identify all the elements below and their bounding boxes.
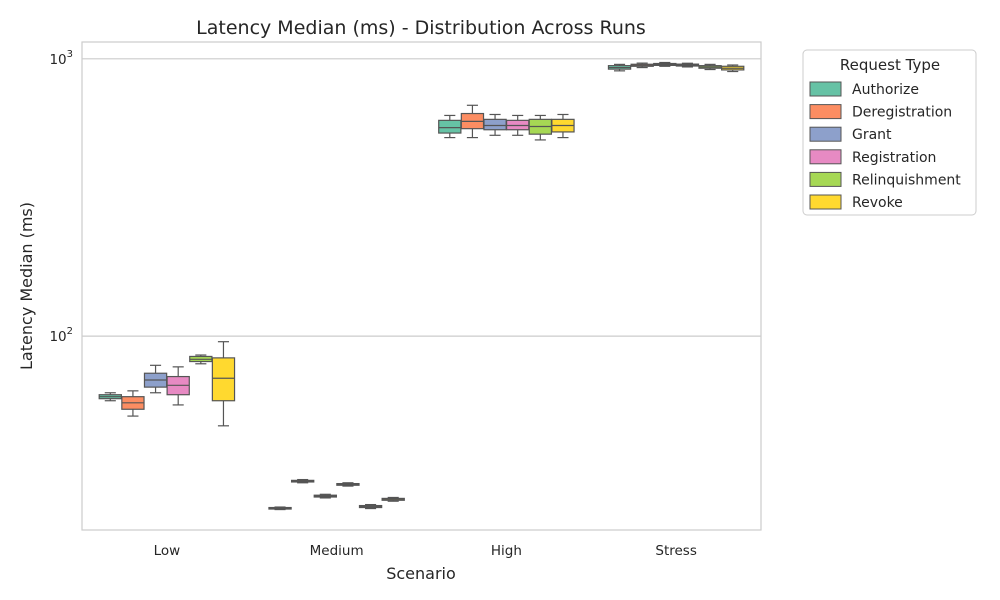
y-axis-ticks: 102 103 (49, 49, 73, 345)
x-tick-label: Medium (310, 543, 364, 559)
legend-swatch (809, 104, 842, 120)
box-revoke-stress (721, 64, 745, 73)
iqr-box (438, 119, 462, 134)
box-revoke-medium (381, 496, 405, 502)
box-registration-low (166, 366, 190, 406)
legend-swatch (809, 81, 842, 97)
legend-items: Authorize Deregistration Grant Registration… (809, 81, 961, 211)
legend-label: Relinquishment (852, 172, 961, 188)
box-relinquishment-medium (358, 503, 383, 510)
y-tick-label: 102 (49, 326, 73, 345)
legend-swatch (809, 194, 842, 210)
box-authorize-low (98, 392, 122, 402)
legend-title: Request Type (840, 56, 940, 74)
x-tick-label: Low (154, 543, 181, 559)
box-relinquishment-low (189, 354, 213, 365)
box-grant-high (483, 113, 507, 136)
legend: Request Type Authorize Deregistration Gran… (802, 49, 977, 216)
box-deregistration-low (121, 390, 145, 417)
legend-label: Deregistration (852, 105, 952, 121)
x-tick-label: Stress (655, 543, 697, 559)
legend-item-grant: Grant (809, 126, 892, 143)
box-deregistration-high (460, 104, 485, 139)
box-revoke-high (551, 113, 575, 139)
legend-item-revoke: Revoke (809, 194, 903, 211)
legend-item-authorize: Authorize (809, 81, 919, 98)
legend-frame (802, 49, 977, 216)
y-tick-label: 103 (49, 49, 73, 68)
box-registration-high (506, 114, 530, 136)
box-deregistration-stress (630, 62, 654, 69)
legend-label: Authorize (852, 82, 919, 98)
box-grant-medium (313, 493, 337, 499)
box-relinquishment-high (528, 114, 553, 141)
legend-item-registration: Registration (809, 149, 936, 166)
x-tick-label: High (491, 543, 522, 559)
plot-frame (81, 41, 762, 531)
box-registration-stress (675, 62, 700, 68)
legend-swatch (809, 126, 842, 142)
legend-label: Grant (852, 127, 892, 143)
legend-item-relinquishment: Relinquishment (809, 171, 961, 188)
box-deregistration-medium (290, 478, 315, 484)
legend-swatch (809, 171, 842, 187)
box-grant-low (143, 364, 168, 394)
box-relinquishment-stress (698, 63, 722, 71)
legend-label: Revoke (852, 195, 903, 211)
box-series (98, 61, 745, 511)
legend-label: Registration (852, 150, 936, 166)
legend-item-deregistration: Deregistration (809, 104, 952, 121)
box-grant-stress (653, 61, 677, 67)
grid-lines (82, 58, 761, 337)
x-axis-ticks: Low Medium High Stress (154, 543, 697, 559)
box-authorize-stress (607, 63, 632, 72)
chart-title: Latency Median (ms) - Distribution Acros… (196, 17, 646, 39)
x-axis-label: Scenario (386, 564, 456, 583)
iqr-box (483, 118, 507, 131)
box-registration-medium (336, 482, 360, 487)
legend-swatch (809, 149, 842, 165)
y-axis-label: Latency Median (ms) (17, 202, 36, 370)
iqr-box (211, 357, 236, 402)
box-authorize-high (438, 114, 462, 139)
box-authorize-medium (268, 506, 292, 511)
box-revoke-low (211, 341, 236, 427)
